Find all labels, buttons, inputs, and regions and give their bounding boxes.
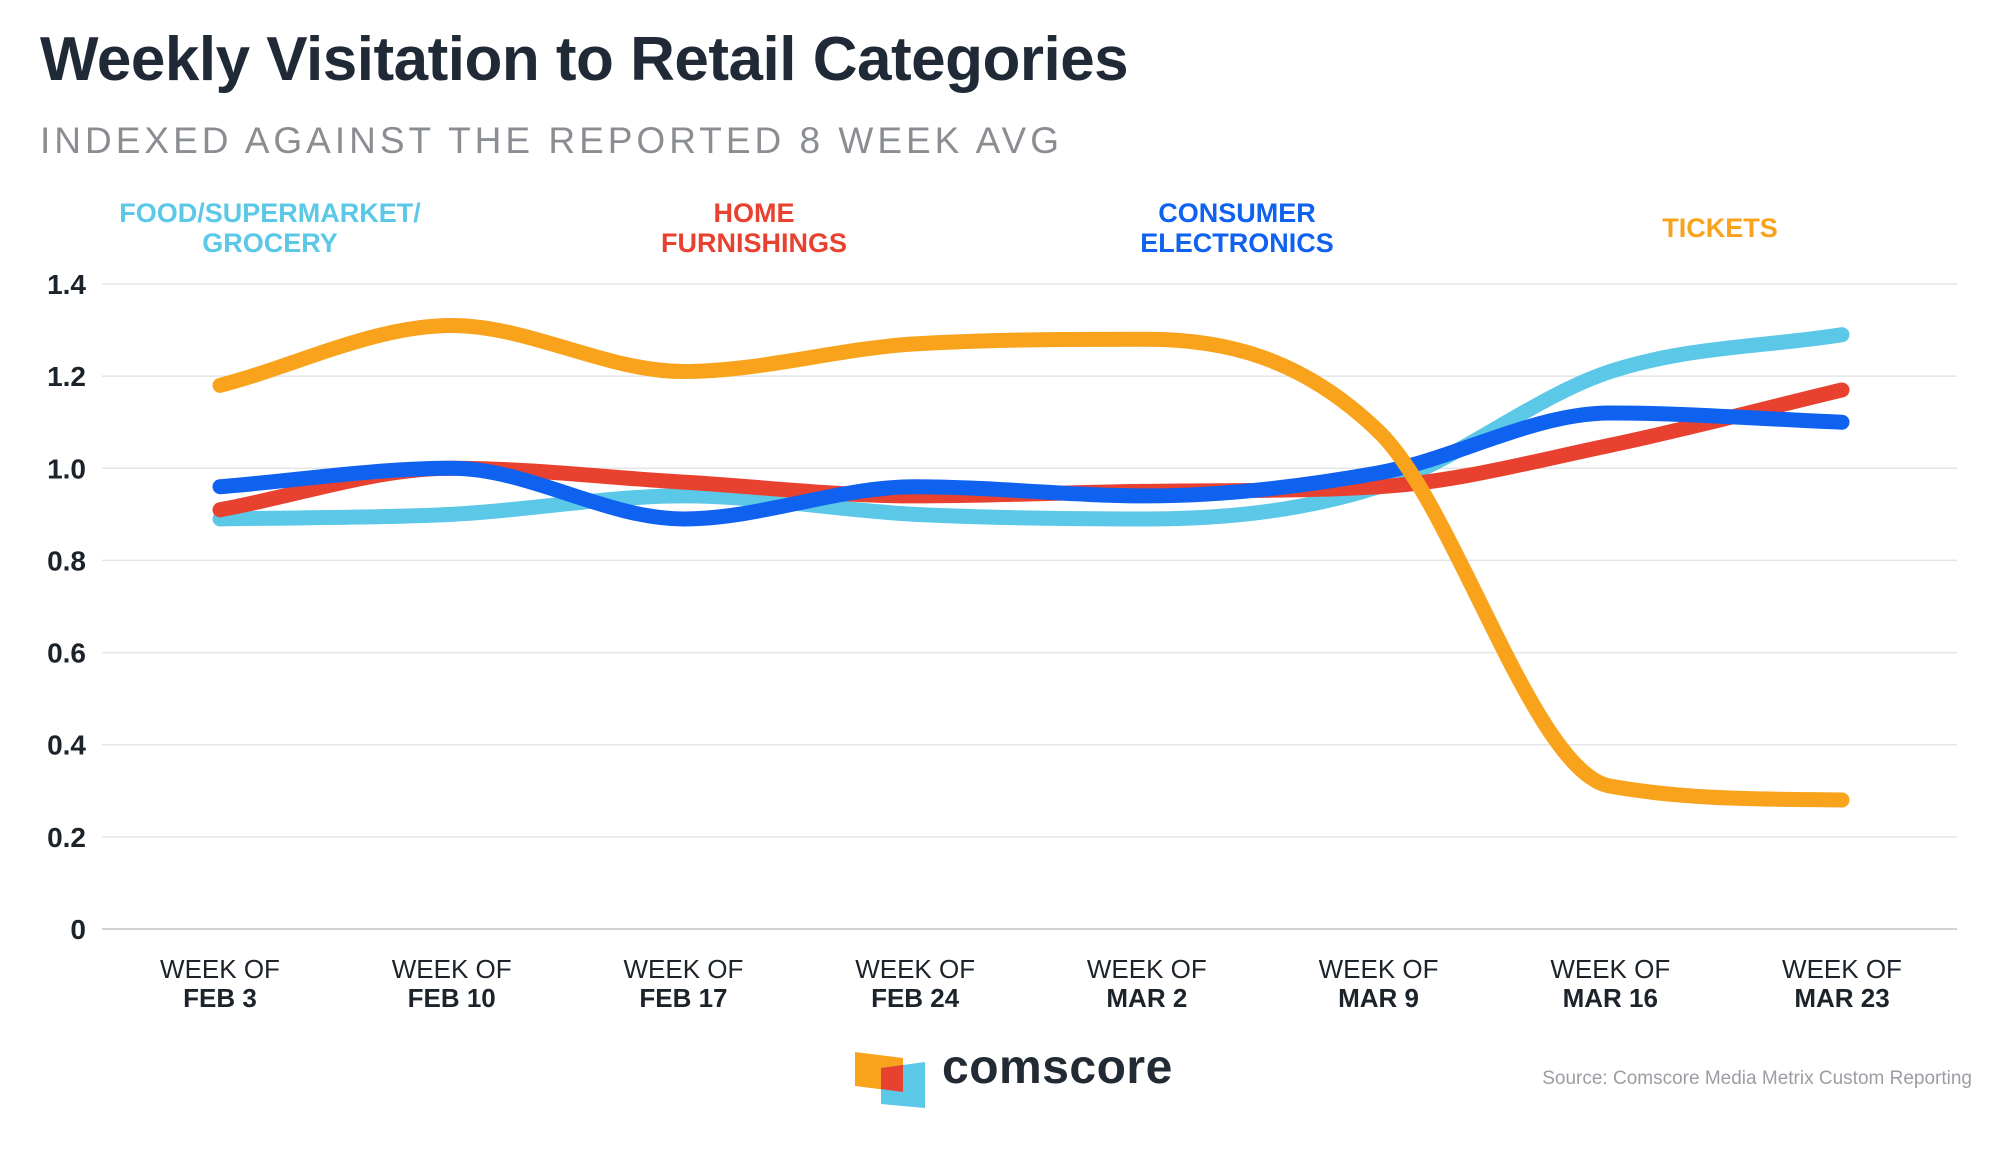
legend-home-furnishings: HOME FURNISHINGS [661,198,847,258]
comscore-brand-text: comscore [942,1041,1173,1094]
legend-electronics-line1: CONSUMER [1158,198,1316,228]
y-tick-label: 0.2 [47,822,86,853]
chart-title: Weekly Visitation to Retail Categories [40,25,1129,94]
x-tick-label-line2: MAR 16 [1563,983,1658,1013]
x-tick-label-line2: MAR 9 [1338,983,1419,1013]
comscore-logo-icon [855,1052,925,1108]
y-tick-label: 0.6 [47,638,86,669]
y-tick-label: 0.4 [47,730,86,761]
legend-home-line1: HOME [713,198,795,228]
x-tick-label-line1: WEEK OF [1087,954,1207,984]
y-tick-label: 0.8 [47,545,86,576]
series-line-food [212,327,1850,527]
x-tick-label-line1: WEEK OF [1319,954,1439,984]
y-tick-label: 1.0 [47,453,86,484]
x-tick-label-line1: WEEK OF [855,954,975,984]
legend-food-line2: GROCERY [202,228,338,258]
x-tick-label-line2: MAR 23 [1794,983,1889,1013]
x-tick-label-line1: WEEK OF [392,954,512,984]
legend-consumer-electronics: CONSUMER ELECTRONICS [1140,198,1334,258]
legend-electronics-line2: ELECTRONICS [1140,228,1334,258]
x-tick-label-line2: FEB 3 [183,983,257,1013]
y-tick-label: 0 [70,914,86,945]
x-tick-label-line2: FEB 17 [639,983,727,1013]
series-line-tickets [212,317,1850,808]
legend-home-line2: FURNISHINGS [660,228,848,258]
logo-red-shape [881,1065,903,1092]
source-note: Source: Comscore Media Metrix Custom Rep… [1542,1068,1972,1089]
legend-tickets: TICKETS [1662,213,1778,243]
x-tick-label-line1: WEEK OF [1782,954,1902,984]
x-tick-label-line2: FEB 10 [408,983,496,1013]
chart-subtitle: INDEXED AGAINST THE REPORTED 8 WEEK AVG [40,120,1063,161]
y-tick-label: 1.2 [47,361,86,392]
legend-tickets-line1: TICKETS [1662,213,1778,243]
y-tick-label: 1.4 [47,269,86,300]
legend-food-line1: FOOD/SUPERMARKET/ [119,198,421,228]
series-line-electronics [212,405,1850,527]
x-tick-label-line1: WEEK OF [623,954,743,984]
x-tick-label-line2: MAR 2 [1106,983,1187,1013]
legend-food: FOOD/SUPERMARKET/ GROCERY [119,198,421,258]
x-tick-label-line1: WEEK OF [1550,954,1670,984]
x-tick-label-line1: WEEK OF [160,954,280,984]
x-tick-label-line2: FEB 24 [871,983,960,1013]
